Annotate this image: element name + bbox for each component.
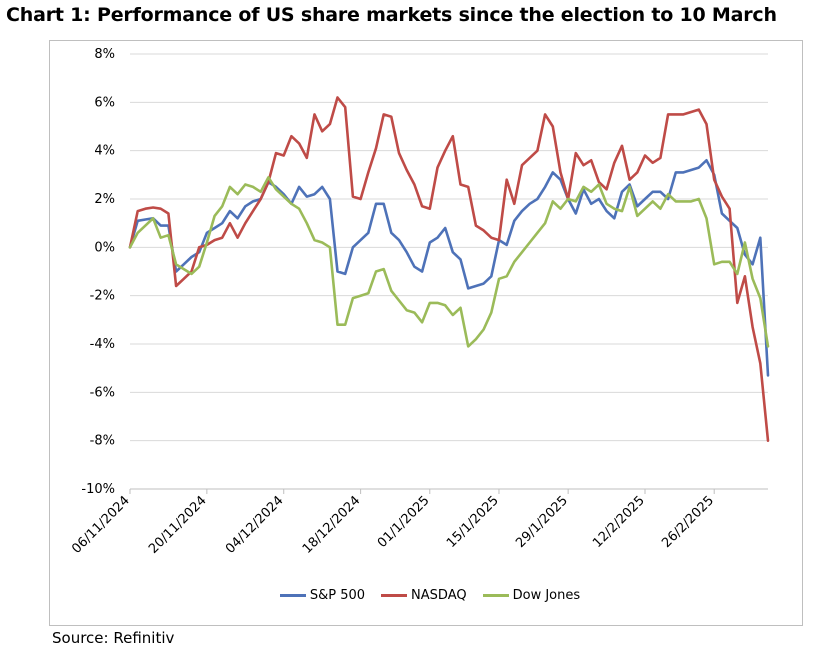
- legend-item-nasdaq: NASDAQ: [381, 588, 467, 603]
- x-tick-label: 06/11/2024: [69, 493, 133, 557]
- chart-area-frame: [49, 40, 803, 626]
- legend-label-sp500: S&P 500: [309, 588, 366, 603]
- legend-item-dow: Dow Jones: [482, 588, 581, 603]
- series-line-dow: [128, 176, 770, 348]
- x-tick-label: 29/1/2025: [513, 493, 571, 551]
- y-tick-label: 8%: [94, 47, 115, 62]
- legend-swatch-sp500: [279, 594, 306, 597]
- legend-swatch-nasdaq: [381, 594, 408, 597]
- y-tick-label: -2%: [90, 289, 115, 304]
- y-tick-label: -6%: [90, 385, 115, 400]
- x-tick-label: 26/2/2025: [659, 493, 717, 551]
- y-tick-label: -4%: [90, 337, 115, 352]
- legend-swatch-dow: [482, 594, 509, 597]
- chart-title: Chart 1: Performance of US share markets…: [6, 4, 777, 26]
- x-tick-label: 20/11/2024: [146, 493, 210, 557]
- series-line-sp500: [128, 159, 770, 377]
- y-tick-label: 0%: [94, 240, 115, 255]
- x-tick-label: 12/2/2025: [590, 493, 648, 551]
- legend-label-nasdaq: NASDAQ: [411, 588, 467, 603]
- x-tick-label: 18/12/2024: [300, 493, 364, 557]
- source-note: Source: Refinitiv: [52, 629, 175, 647]
- chart-legend: S&P 500 NASDAQ Dow Jones: [190, 588, 670, 603]
- x-tick-label: 15/1/2025: [444, 493, 502, 551]
- y-tick-label: 2%: [94, 192, 115, 207]
- y-tick-label: 6%: [94, 95, 115, 110]
- legend-label-dow: Dow Jones: [512, 588, 581, 603]
- y-tick-label: -10%: [81, 482, 115, 497]
- y-tick-label: -8%: [90, 434, 115, 449]
- x-tick-label: 04/12/2024: [223, 493, 287, 557]
- legend-item-sp500: S&P 500: [279, 588, 366, 603]
- x-tick-label: 01/1/2025: [375, 493, 433, 551]
- series-line-nasdaq: [128, 96, 770, 443]
- y-tick-label: 4%: [94, 144, 115, 159]
